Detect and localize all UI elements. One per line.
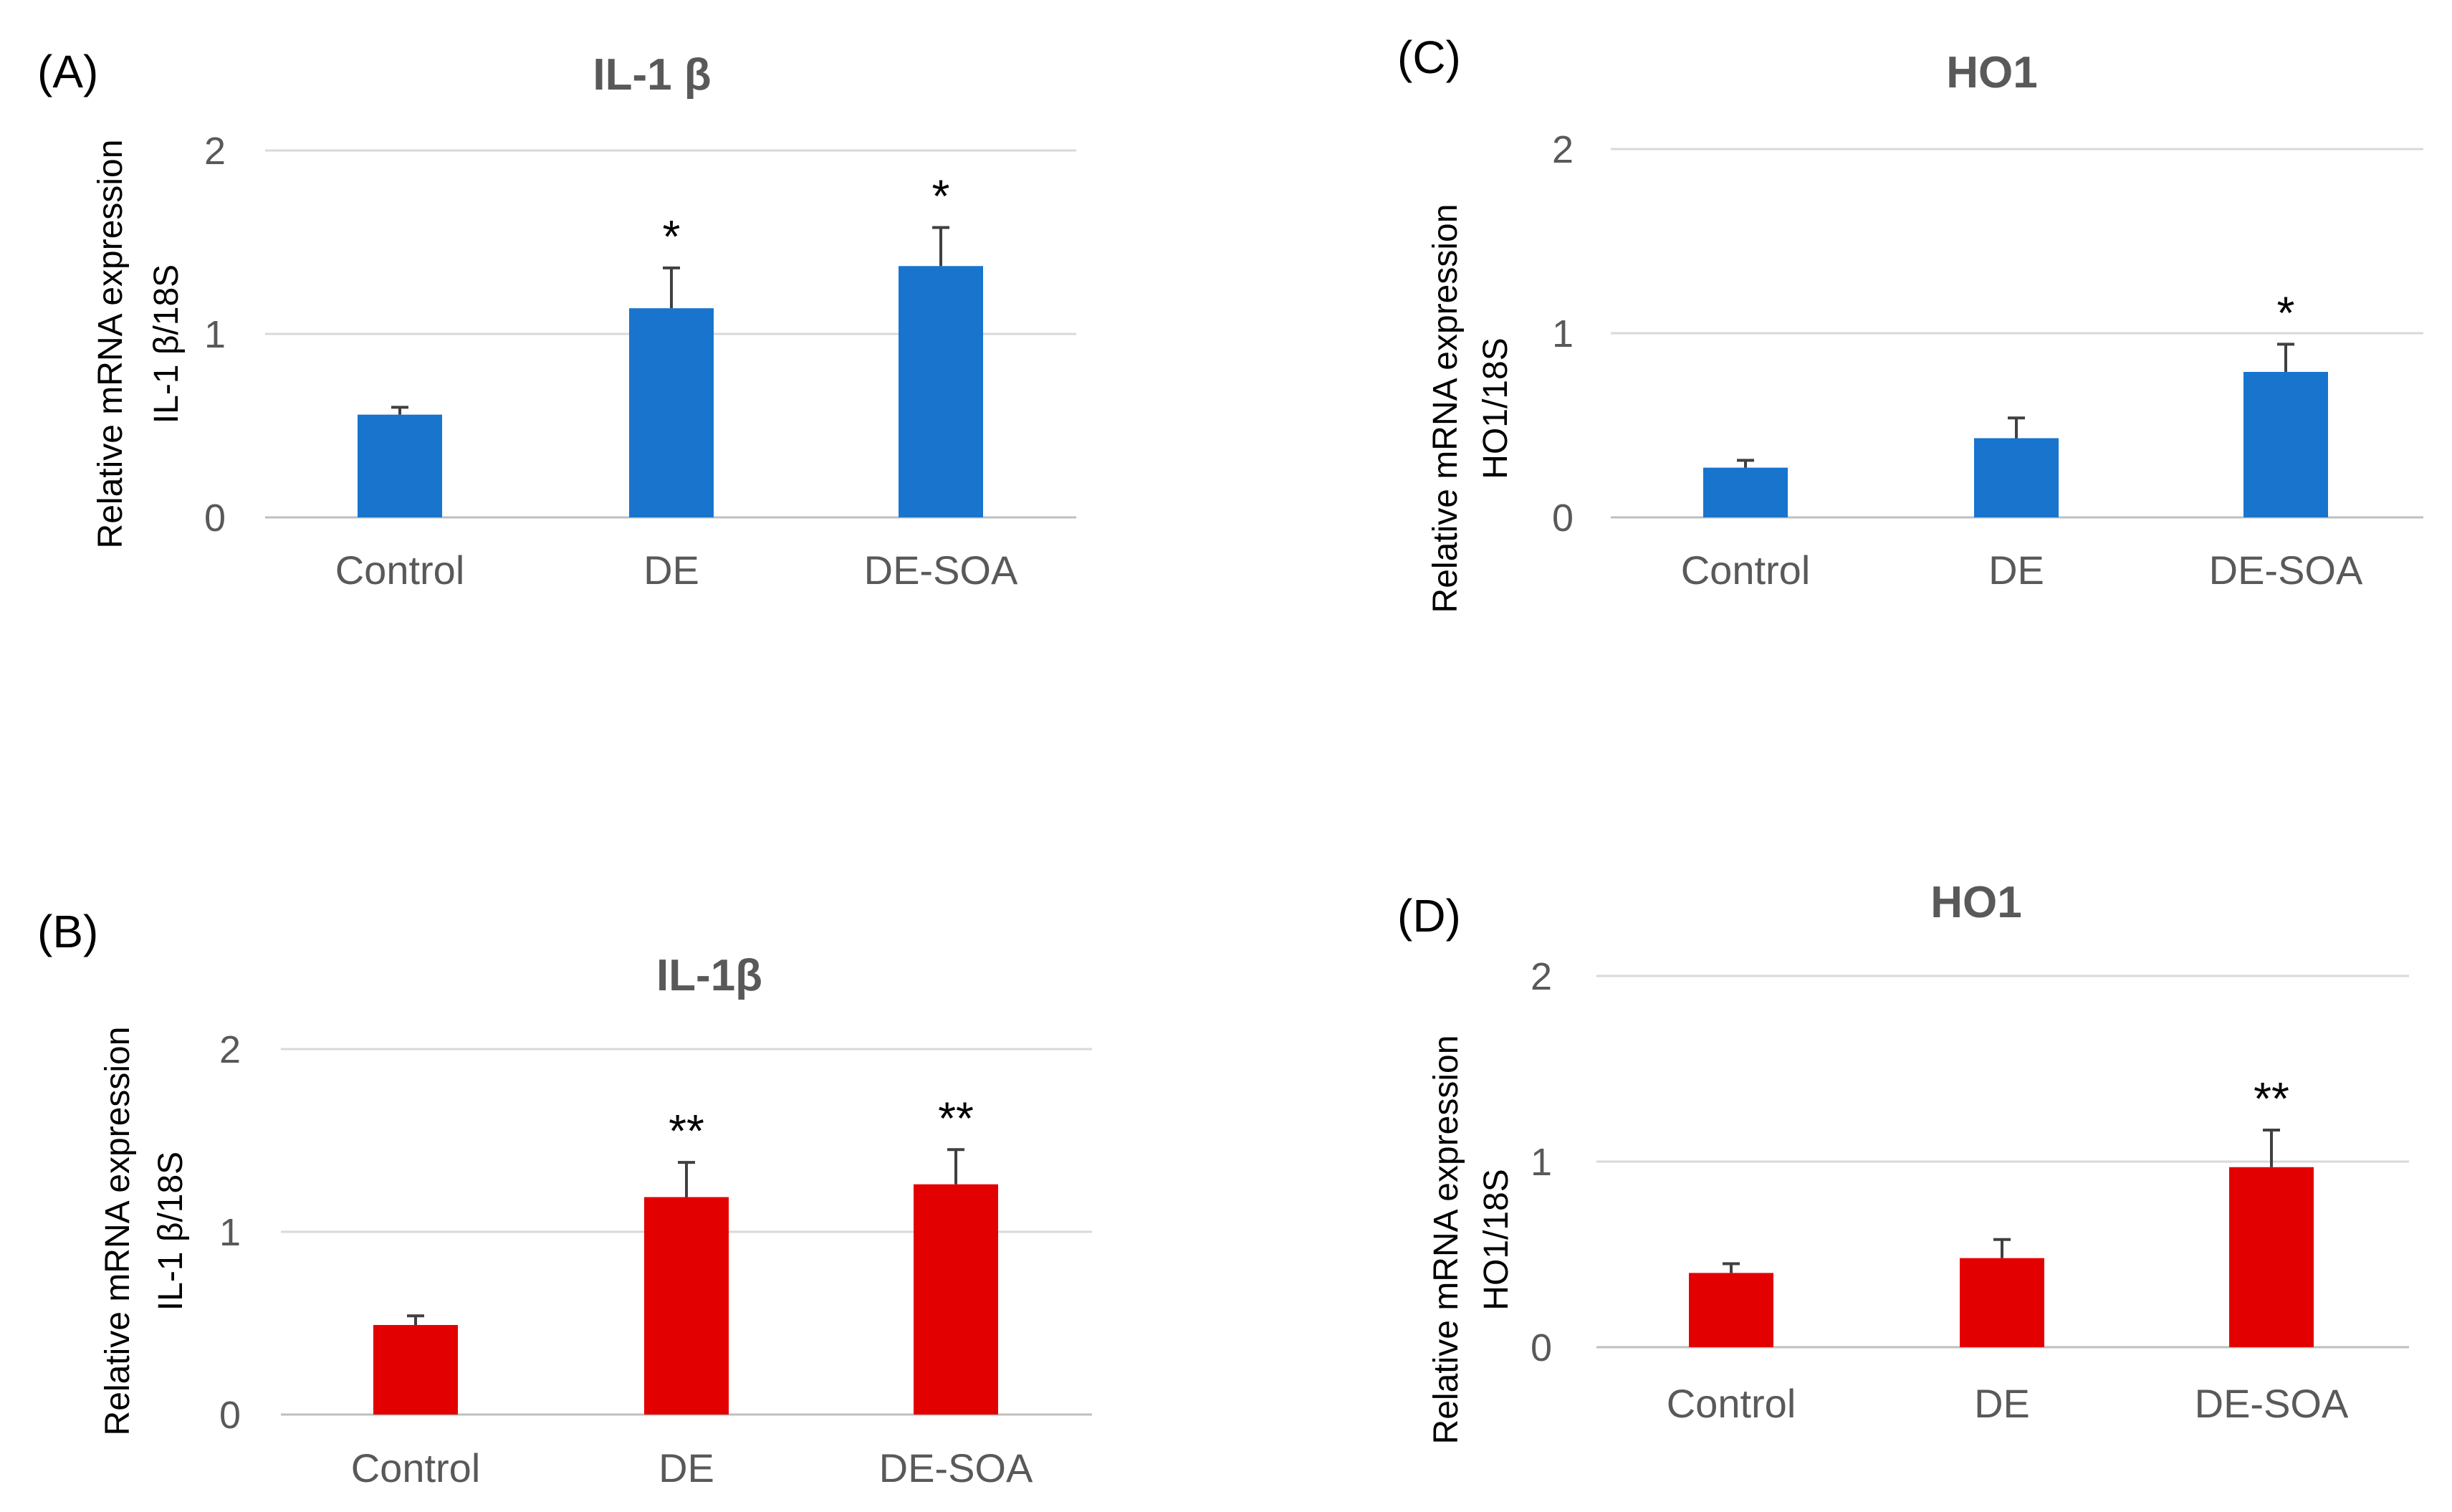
chart-title: HO1 [1930,878,2021,927]
error-bar [947,1148,964,1185]
category-label: Control [1681,547,1811,593]
y-tick-label: 1 [1552,312,1574,355]
panel-label: (B) [37,906,98,957]
y-tick-label: 0 [1552,497,1574,540]
y-axis-title-line2: IL-1 β/18S [152,1152,190,1311]
bar-de [1960,1258,2044,1347]
category-label: DE-SOA [879,1445,1033,1491]
y-tick-label: 2 [219,1028,241,1071]
category-label: DE [659,1445,714,1491]
category-label: DE-SOA [864,547,1018,593]
chart-panel-4: (D) HO1 Relative mRNA expression HO1/18S 0 1 2… [1397,878,2409,1444]
panel-label: (C) [1397,32,1461,83]
category-label: DE [1988,547,2044,593]
y-tick-label: 1 [1531,1141,1552,1184]
significance-marker: * [2277,287,2295,338]
error-bar [678,1161,695,1197]
bar-control [358,414,442,517]
y-tick-label: 2 [204,130,226,173]
y-axis-title-line2: HO1/18S [1478,1169,1515,1310]
significance-marker: ** [938,1092,974,1144]
y-axis-title-line1: Relative mRNA expression [1427,204,1465,613]
chart-title: IL-1β [656,951,762,1000]
bar-de-soa [899,266,983,517]
category-label: DE [643,547,699,593]
y-tick-label: 0 [204,497,226,540]
y-tick-label: 2 [1531,955,1552,998]
error-bar [407,1314,424,1326]
chart-panel-3: (C) HO1 Relative mRNA expression HO1/18S 0 1 2… [1397,32,2423,613]
y-tick-label: 0 [1531,1326,1552,1369]
y-tick-label: 1 [219,1211,241,1254]
bar-de-soa [2229,1167,2314,1347]
bar-de-soa [914,1184,998,1415]
error-bar [2263,1128,2280,1167]
bar-control [1689,1273,1773,1347]
panel-label: (A) [37,46,98,97]
y-axis-title-line1: Relative mRNA expression [99,1027,137,1436]
significance-marker: * [932,171,950,222]
error-bar [1993,1238,2011,1258]
error-bar [1737,459,1754,468]
category-label: DE-SOA [2195,1381,2349,1426]
significance-marker: ** [2254,1073,2289,1124]
category-label: Control [351,1445,481,1491]
y-tick-label: 2 [1552,128,1574,171]
y-axis-title-line1: Relative mRNA expression [92,140,130,549]
bar-de [1974,438,2059,517]
chart-title: HO1 [1946,48,2037,97]
category-label: DE [1974,1381,2030,1426]
chart-panel-2: (B) IL-1β Relative mRNA expression IL-1 β/1… [37,906,1092,1491]
y-tick-label: 1 [204,313,226,356]
error-bar [932,226,949,267]
chart-panel-1: (A) IL-1 β Relative mRNA expression IL-1 β/… [37,46,1076,593]
significance-marker: * [663,211,681,262]
y-axis-title-line1: Relative mRNA expression [1427,1035,1465,1445]
y-axis-title-line2: IL-1 β/18S [148,264,186,424]
bar-control [373,1325,458,1415]
category-label: DE-SOA [2209,547,2363,593]
error-bar [1723,1262,1740,1273]
error-bar [391,406,408,415]
chart-title: IL-1 β [593,50,711,100]
error-bar [663,266,680,309]
bar-de [629,308,714,517]
significance-marker: ** [669,1105,704,1157]
y-axis-title-line2: HO1/18S [1477,338,1515,479]
panel-label: (D) [1397,890,1461,942]
category-label: Control [1667,1381,1796,1426]
error-bar [2008,416,2025,439]
y-tick-label: 0 [219,1394,241,1437]
bar-de-soa [2243,371,2328,517]
bar-de [644,1197,729,1415]
category-label: Control [335,547,465,593]
error-bar [2277,343,2294,372]
bar-control [1703,467,1788,517]
